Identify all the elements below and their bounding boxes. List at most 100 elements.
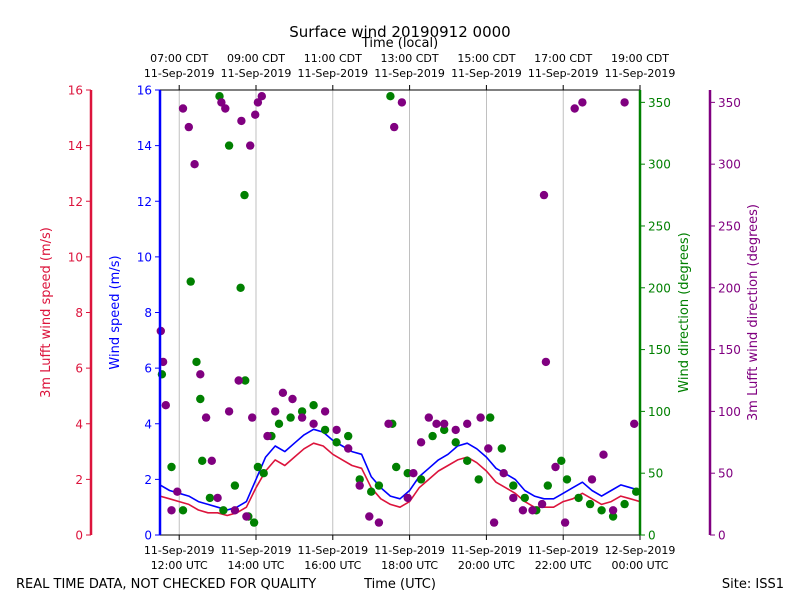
3m-lufft-wind-direction-degrees-point: [217, 98, 226, 107]
wind-direction-degrees-point: [386, 92, 395, 101]
lufft-speed-tick-label: 0: [75, 529, 83, 543]
speed-tick-label: 8: [144, 306, 152, 320]
3m-lufft-wind-direction-degrees-point: [403, 493, 412, 503]
direction-tick-label: 200: [648, 281, 671, 295]
wind-direction-degrees-point: [253, 462, 263, 472]
speed-tick-label: 0: [144, 529, 152, 543]
wind-direction-degrees-point: [416, 475, 426, 484]
top-tick-time-label: 13:00 CDT: [381, 52, 439, 65]
x-tick-time-label: 00:00 UTC: [611, 559, 668, 572]
3m-lufft-wind-direction-degrees-point: [608, 506, 618, 515]
wind-direction-degrees-point: [497, 444, 506, 453]
3m-lufft-wind-direction-degrees-point: [463, 419, 472, 428]
wind-direction-degrees-point: [249, 518, 259, 527]
lufft-speed-tick-label: 2: [75, 473, 83, 487]
wind-direction-degrees-point: [392, 462, 401, 472]
wind-direction-degrees-point: [620, 499, 629, 509]
wind-direction-degrees-point: [520, 493, 529, 503]
speed-axis-label: Wind speed (m/s): [108, 255, 123, 369]
lufft-speed-tick-label: 10: [68, 250, 83, 264]
3m-lufft-wind-speed-m-s-line: [159, 442, 641, 517]
3m-lufft-wind-direction-degrees-point: [207, 456, 216, 465]
3m-lufft-wind-direction-degrees-point: [489, 518, 499, 527]
top-tick-date-label: 11-Sep-2019: [451, 67, 522, 80]
x-tick-time-label: 20:00 UTC: [458, 559, 515, 572]
wind-direction-degrees-point: [224, 141, 234, 150]
lufft-speed-tick-label: 16: [68, 84, 83, 98]
top-tick-date-label: 11-Sep-2019: [297, 67, 368, 80]
x-tick-date-label: 11-Sep-2019: [221, 544, 292, 557]
wind-direction-degrees-point: [474, 475, 483, 484]
wind-speed-m-s-line: [159, 428, 641, 511]
3m-lufft-wind-direction-degrees-point: [246, 141, 255, 150]
3m-lufft-wind-direction-degrees-point: [242, 512, 251, 521]
top-axis-label: Time (local): [361, 36, 438, 51]
3m-lufft-wind-direction-degrees-point: [221, 104, 230, 113]
chart-title: Surface wind 20190912 0000: [289, 23, 510, 41]
lufft-speed-tick-label: 12: [68, 195, 83, 209]
wind-direction-degrees-point: [597, 506, 606, 515]
3m-lufft-wind-direction-degrees-point: [344, 444, 353, 453]
speed-tick-label: 10: [137, 250, 152, 264]
3m-lufft-wind-direction-degrees-point: [528, 506, 537, 515]
3m-lufft-wind-direction-degrees-point: [224, 407, 234, 416]
3m-lufft-wind-direction-degrees-point: [484, 444, 493, 453]
wind-direction-degrees-point: [192, 357, 201, 367]
3m-lufft-wind-direction-degrees-point: [599, 450, 608, 459]
3m-lufft-wind-direction-degrees-point: [167, 506, 176, 515]
x-tick-time-label: 22:00 UTC: [535, 559, 592, 572]
3m-lufft-wind-direction-degrees-point: [365, 512, 374, 521]
speed-tick-label: 14: [137, 139, 152, 153]
3m-lufft-wind-direction-degrees-point: [253, 98, 263, 107]
3m-lufft-wind-direction-degrees-point: [196, 370, 205, 379]
wind-direction-degrees-point: [196, 394, 205, 404]
direction-tick-label: 100: [648, 405, 671, 419]
3m-lufft-wind-direction-degrees-point: [173, 487, 182, 496]
3m-lufft-wind-direction-degrees-point: [263, 431, 272, 441]
wind-direction-degrees-point: [332, 438, 341, 447]
x-tick-date-label: 11-Sep-2019: [451, 544, 522, 557]
x-tick-date-label: 11-Sep-2019: [144, 544, 215, 557]
wind-direction-degrees-point: [543, 481, 552, 490]
3m-lufft-wind-direction-degrees-point: [539, 190, 549, 200]
top-tick-date-label: 11-Sep-2019: [374, 67, 445, 80]
wind-direction-degrees-point: [205, 493, 215, 503]
3m-lufft-wind-direction-degrees-point: [432, 419, 441, 428]
direction-tick-label: 150: [648, 343, 671, 357]
3m-lufft-wind-direction-degrees-point: [537, 499, 547, 509]
wind-direction-degrees-point: [463, 456, 472, 465]
3m-lufft-wind-direction-degrees-point: [587, 475, 597, 484]
top-tick-time-label: 07:00 CDT: [150, 52, 208, 65]
speed-tick-label: 2: [144, 473, 152, 487]
x-tick-date-label: 11-Sep-2019: [528, 544, 599, 557]
3m-lufft-wind-direction-degrees-point: [476, 413, 485, 422]
lufft-speed-tick-label: 8: [75, 306, 83, 320]
3m-lufft-wind-direction-degrees-point: [541, 357, 551, 367]
wind-direction-degrees-point: [632, 487, 641, 496]
top-tick-time-label: 11:00 CDT: [304, 52, 362, 65]
series-layer: [156, 92, 641, 527]
wind-direction-degrees-point: [167, 462, 176, 472]
3m-lufft-wind-direction-degrees-point: [257, 92, 266, 101]
lufft-direction-tick-label: 200: [718, 281, 741, 295]
3m-lufft-wind-direction-degrees-point: [416, 438, 426, 447]
wind-direction-degrees-point: [608, 512, 618, 521]
lufft-direction-tick-label: 350: [718, 96, 741, 110]
direction-axis-label: Wind direction (degrees): [677, 232, 692, 392]
wind-direction-degrees-point: [451, 438, 460, 447]
top-tick-time-label: 19:00 CDT: [611, 52, 669, 65]
3m-lufft-wind-direction-degrees-point: [578, 98, 587, 107]
wind-direction-degrees-point: [259, 469, 268, 478]
3m-lufft-wind-direction-degrees-point: [288, 394, 297, 404]
3m-lufft-wind-direction-degrees-point: [551, 462, 560, 472]
x-tick-time-label: 12:00 UTC: [151, 559, 208, 572]
3m-lufft-wind-direction-degrees-point: [409, 469, 418, 478]
wind-direction-degrees-point: [230, 481, 240, 490]
lufft-direction-axis-label: 3m Lufft wind direction (degrees): [746, 204, 761, 421]
speed-tick-label: 12: [137, 195, 152, 209]
x-tick-date-label: 11-Sep-2019: [297, 544, 368, 557]
3m-lufft-wind-direction-degrees-point: [271, 407, 280, 416]
x-tick-date-label: 11-Sep-2019: [374, 544, 445, 557]
wind-direction-degrees-point: [367, 487, 376, 496]
3m-lufft-wind-direction-degrees-point: [237, 116, 246, 126]
